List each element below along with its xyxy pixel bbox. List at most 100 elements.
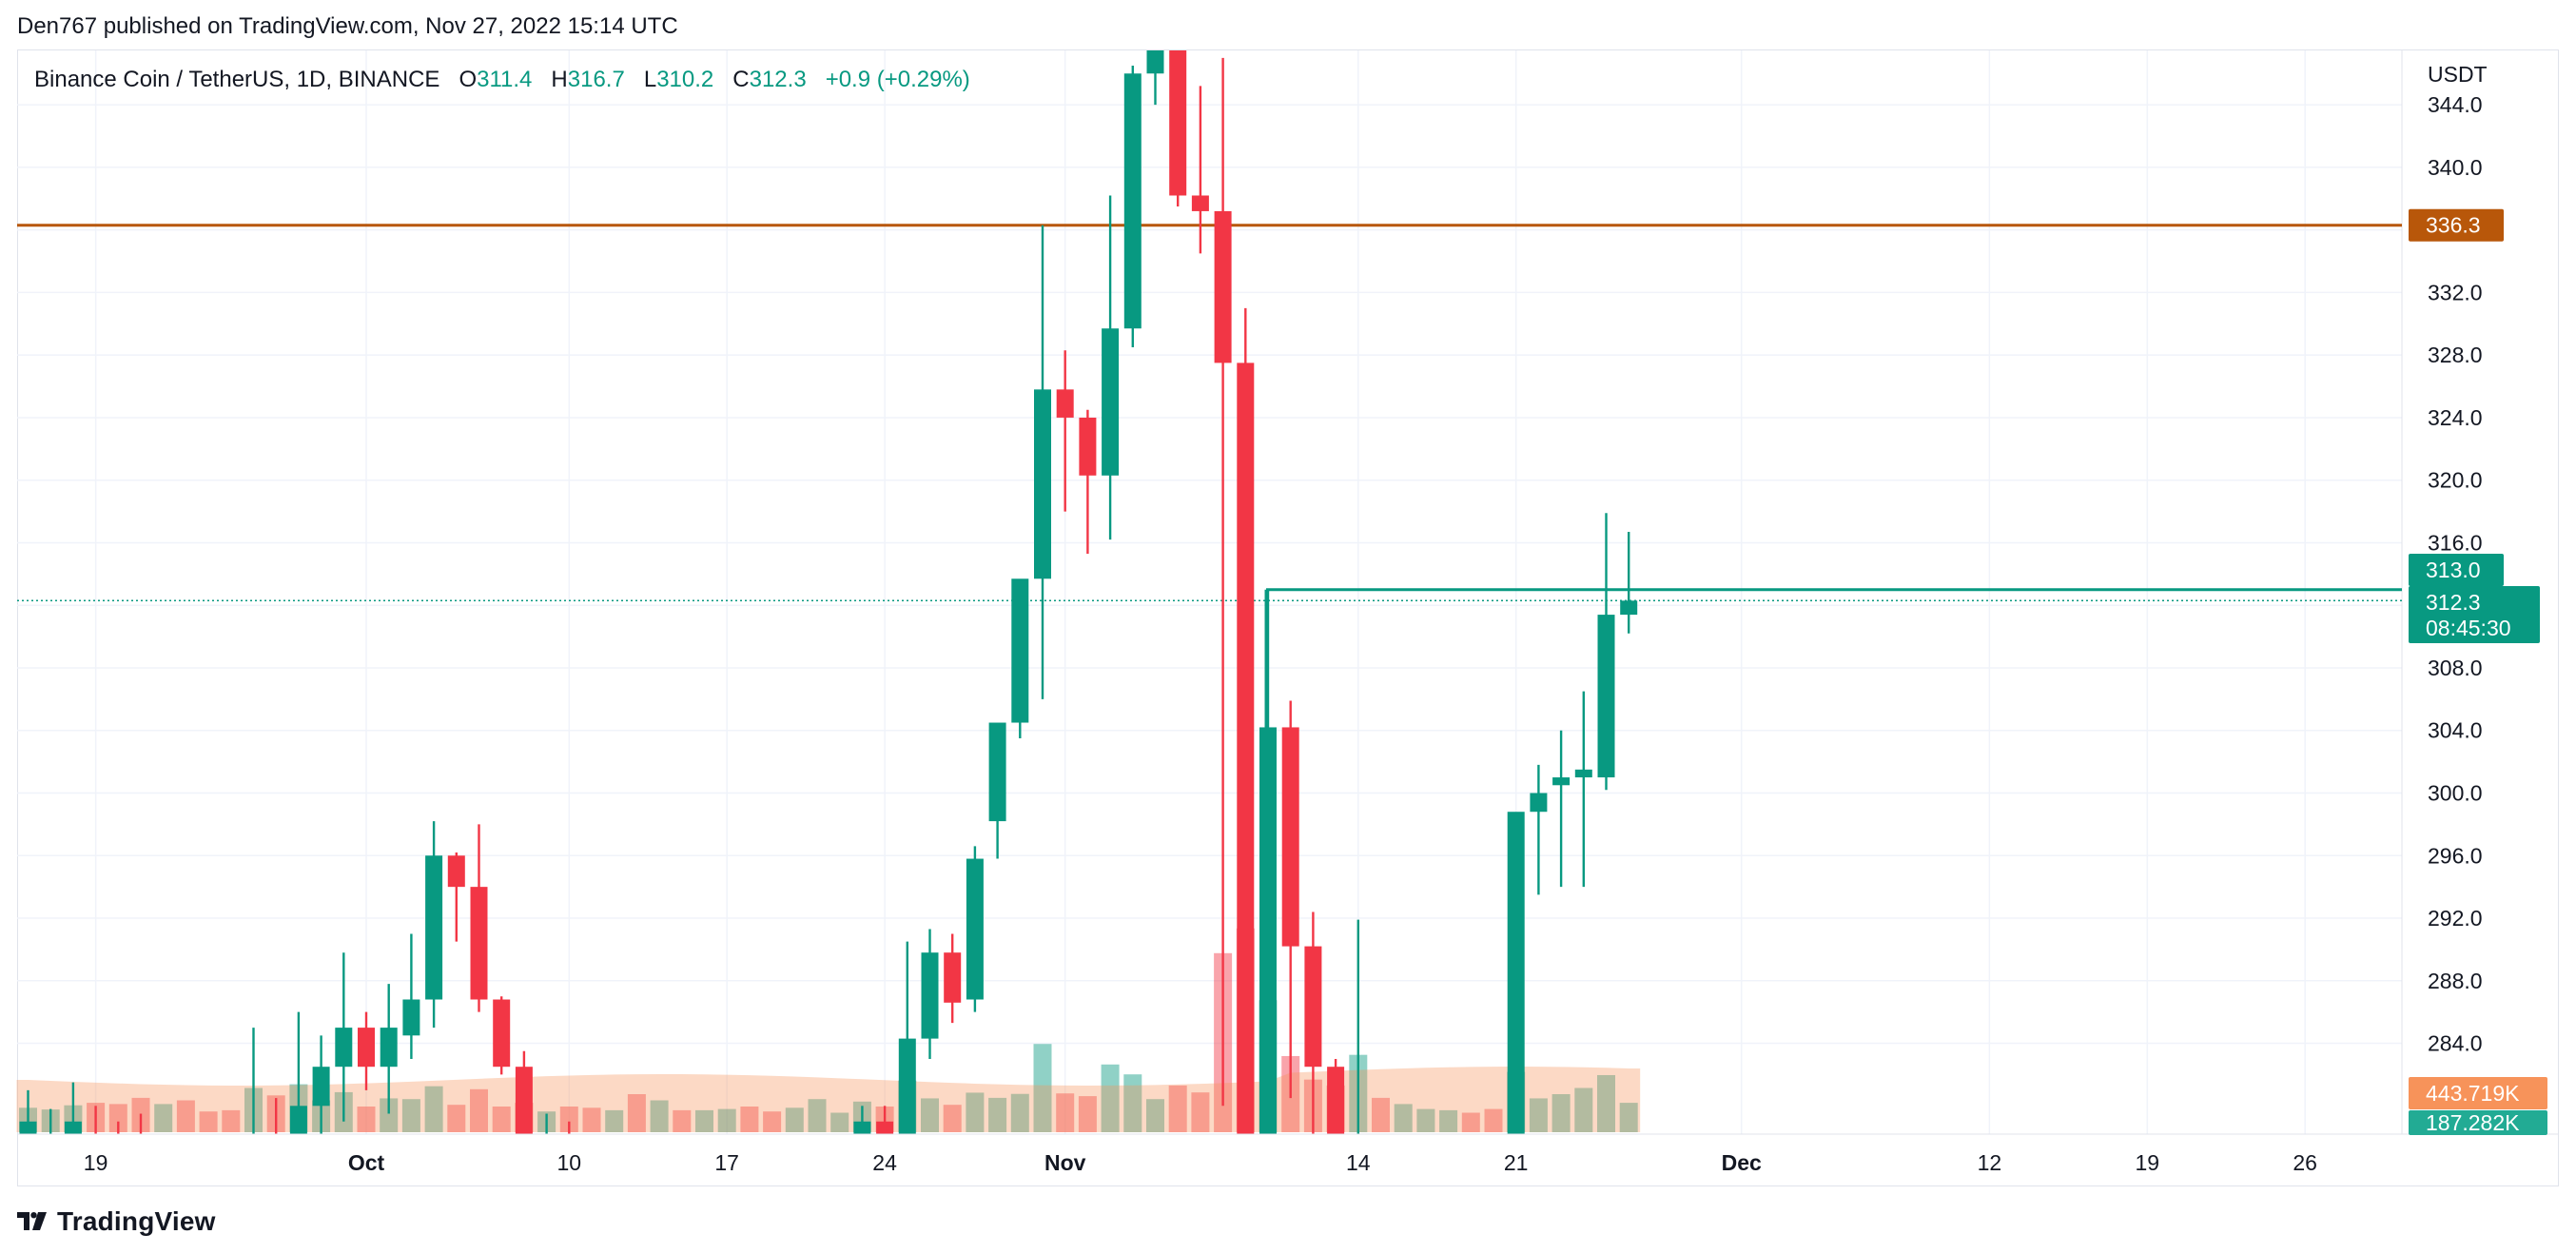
candle — [49, 1108, 52, 1134]
tradingview-logo-icon[interactable] — [17, 1212, 49, 1231]
candle-body — [425, 855, 443, 1000]
candle-body — [19, 1121, 37, 1134]
price-tick-label: 328.0 — [2428, 343, 2483, 367]
legend-high-value: 316.7 — [567, 67, 625, 92]
candle — [447, 852, 465, 942]
volume-ma-badge-bg — [2409, 1077, 2547, 1109]
volume-ma-badge: 443.719K — [2426, 1081, 2520, 1106]
chart-frame[interactable] — [17, 49, 2559, 1186]
legend-open-value: 311.4 — [477, 67, 533, 92]
resistance-price-badge: 336.3 — [2426, 213, 2481, 238]
legend-open-label: O — [459, 67, 478, 92]
volume-bar — [1619, 1103, 1638, 1132]
candle — [252, 1028, 255, 1134]
candle — [545, 1113, 548, 1134]
candle — [1356, 919, 1360, 1134]
candle — [470, 824, 488, 1012]
candle-body — [1214, 210, 1232, 363]
candle — [1281, 700, 1299, 1099]
price-tick-label: 284.0 — [2428, 1031, 2483, 1056]
candle-body — [1327, 1067, 1345, 1134]
candle — [1574, 691, 1592, 888]
price-tick-label: 324.0 — [2428, 405, 2483, 430]
candle — [1034, 225, 1051, 699]
volume-bar — [1394, 1104, 1413, 1132]
candle-body — [1169, 50, 1187, 196]
volume-bar — [763, 1111, 782, 1132]
volume-bar — [740, 1107, 759, 1132]
candle — [966, 846, 984, 1012]
candle — [19, 1089, 37, 1134]
last-price-badge-bg — [2409, 586, 2540, 643]
candle-body — [1079, 417, 1097, 476]
footer: TradingView — [17, 1206, 216, 1237]
candle — [568, 1121, 571, 1134]
currency-label: USDT — [2428, 62, 2488, 87]
time-tick-label: 19 — [2136, 1150, 2160, 1175]
candle — [1237, 307, 1255, 1134]
candle — [921, 929, 939, 1059]
grid-lines — [17, 50, 2403, 1134]
candle — [1056, 350, 1074, 512]
candle-body — [876, 1121, 894, 1134]
time-axis: 19 Oct 10 17 24 Nov 14 21 Dec 12 19 26 — [17, 1133, 2559, 1175]
axis-badges: 336.3 313.0 312.308:45:30 443.719K 187.282K — [2409, 208, 2547, 1135]
volume-bar — [1033, 1044, 1052, 1132]
volume-bar — [808, 1099, 827, 1132]
candle-body — [493, 999, 511, 1068]
candle — [1079, 409, 1097, 554]
candle — [312, 1035, 330, 1134]
candle — [1191, 86, 1209, 254]
candle — [1146, 50, 1164, 106]
candle-body — [289, 1106, 307, 1134]
volume-bar — [401, 1099, 420, 1132]
tradingview-brand[interactable]: TradingView — [57, 1206, 216, 1236]
legend-close-value: 312.3 — [749, 67, 807, 92]
level-price-badge: 313.0 — [2426, 558, 2481, 582]
volume-bar — [176, 1100, 195, 1132]
candle-body — [944, 952, 962, 1003]
candle-body — [966, 858, 984, 1000]
candle — [944, 933, 962, 1024]
time-tick-label: 21 — [1504, 1150, 1529, 1175]
candle-body — [312, 1067, 330, 1107]
candle-body — [1620, 600, 1638, 616]
volume-bar — [605, 1109, 624, 1132]
candle — [493, 996, 511, 1075]
volume-bar — [1574, 1087, 1593, 1132]
candles — [19, 50, 1638, 1134]
candle-body — [1123, 73, 1142, 329]
volume-bar — [108, 1104, 127, 1132]
candle-body — [1191, 195, 1209, 211]
legend-symbol[interactable]: Binance Coin / TetherUS, 1D, BINANCE — [34, 67, 440, 92]
last-price-badge: 312.3 — [2426, 590, 2481, 615]
time-tick-label: Oct — [348, 1150, 385, 1175]
volume-bar — [154, 1104, 173, 1132]
candle — [117, 1121, 120, 1134]
price-axis: 344.0 340.0 332.0 328.0 324.0 320.0 316.0 308.0… — [2428, 62, 2488, 1056]
legend-low-value: 310.2 — [656, 67, 714, 92]
volume-bar — [1056, 1093, 1075, 1132]
volume-bar — [1168, 1085, 1187, 1132]
price-tick-label: 300.0 — [2428, 781, 2483, 806]
volume-bar — [673, 1109, 692, 1132]
volume-bar — [199, 1111, 218, 1132]
candle — [380, 984, 398, 1114]
horizontal-levels — [17, 224, 2402, 728]
candle-body — [1574, 769, 1592, 778]
price-tick-label: 304.0 — [2428, 718, 2483, 743]
candle-body — [1146, 50, 1164, 74]
volume-bar — [357, 1107, 376, 1132]
resistance-price-badge-bg — [2409, 208, 2504, 242]
volume-bar — [1529, 1098, 1548, 1132]
candle-body — [898, 1038, 916, 1134]
candle-body — [921, 952, 939, 1039]
volume-bar — [424, 1086, 443, 1132]
publisher-credit: Den767 published on TradingView.com, Nov… — [17, 13, 678, 39]
candle-body — [1259, 727, 1277, 1134]
volume-bar — [943, 1105, 962, 1132]
volume-bar — [492, 1107, 511, 1132]
volume-bar — [627, 1094, 646, 1132]
countdown-badge: 08:45:30 — [2426, 616, 2511, 640]
